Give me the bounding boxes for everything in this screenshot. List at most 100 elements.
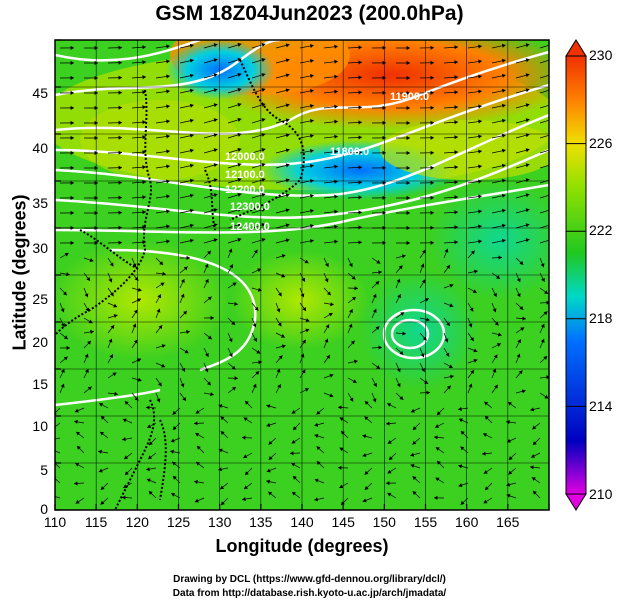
- wind-arrowhead: [189, 118, 194, 123]
- wind-arrowhead: [277, 384, 281, 389]
- wind-arrowhead: [470, 369, 474, 374]
- wind-arrowhead: [213, 148, 218, 153]
- wind-arrowhead: [362, 498, 367, 503]
- wind-arrowhead: [525, 88, 530, 93]
- wind-arrowhead: [207, 335, 212, 340]
- wind-arrowhead: [285, 148, 290, 153]
- wind-arrowhead: [519, 260, 524, 265]
- wind-arrowhead: [124, 401, 129, 405]
- wind-arrowhead: [253, 337, 257, 342]
- wind-arrowhead: [170, 438, 175, 443]
- wind-arrowhead: [525, 193, 530, 198]
- contour-label: 12200.0: [225, 184, 265, 196]
- wind-arrowhead: [329, 373, 334, 378]
- wind-arrowhead: [386, 481, 390, 486]
- wind-arrowhead: [444, 248, 449, 253]
- wind-arrowhead: [550, 43, 554, 47]
- wind-arrowhead: [207, 250, 211, 255]
- wind-arrowhead: [220, 431, 225, 435]
- wind-arrowhead: [309, 163, 314, 169]
- wind-arrowhead: [213, 193, 218, 198]
- wind-arrowhead: [242, 435, 246, 440]
- wind-arrowhead: [228, 338, 233, 343]
- wind-arrowhead: [474, 269, 478, 274]
- wind-arrowhead: [157, 382, 162, 387]
- wind-arrowhead: [166, 209, 170, 214]
- wind-arrowhead: [309, 223, 314, 229]
- wind-arrowhead: [232, 282, 237, 287]
- wind-arrowhead: [75, 463, 80, 467]
- wind-arrowhead: [458, 418, 463, 423]
- wind-arrowhead: [362, 453, 367, 458]
- wind-arrowhead: [118, 165, 122, 170]
- wind-arrowhead: [132, 263, 137, 268]
- wind-arrowhead: [232, 386, 236, 391]
- wind-arrowhead: [302, 339, 306, 344]
- wind-arrowhead: [237, 42, 242, 47]
- wind-arrowhead: [245, 400, 249, 405]
- wind-arrowhead: [84, 353, 89, 358]
- wind-arrowhead: [118, 210, 122, 215]
- wind-arrowhead: [255, 371, 260, 375]
- wind-arrowhead: [544, 290, 549, 294]
- wind-arrowhead: [446, 385, 451, 390]
- wind-arrowhead: [70, 90, 74, 95]
- wind-arrowhead: [540, 338, 545, 343]
- wind-arrowhead: [358, 195, 362, 200]
- wind-arrowhead: [118, 120, 122, 125]
- wind-arrowhead: [506, 482, 511, 487]
- wind-arrowhead: [304, 388, 309, 392]
- wind-arrowhead: [430, 90, 434, 95]
- x-tick-label: 120: [125, 514, 149, 530]
- wind-arrowhead: [386, 421, 390, 426]
- wind-arrowhead: [213, 118, 218, 123]
- wind-arrowhead: [252, 383, 257, 388]
- wind-arrowhead: [454, 135, 458, 140]
- wind-arrowhead: [406, 45, 410, 51]
- wind-arrowhead: [316, 410, 321, 415]
- wind-vector: [539, 89, 549, 94]
- wind-arrowhead: [406, 240, 410, 246]
- wind-arrowhead: [454, 120, 458, 125]
- wind-arrowhead: [237, 207, 242, 212]
- wind-arrowhead: [410, 452, 415, 457]
- wind-arrowhead: [195, 433, 200, 437]
- wind-arrowhead: [334, 119, 338, 124]
- wind-arrowhead: [261, 222, 266, 227]
- wind-arrowhead: [326, 291, 331, 296]
- wind-arrowhead: [166, 74, 170, 79]
- wind-arrowhead: [268, 491, 273, 496]
- wind-arrowhead: [309, 43, 314, 49]
- wind-arrowhead: [376, 365, 381, 369]
- wind-arrowhead: [61, 322, 65, 327]
- wind-arrowhead: [90, 329, 94, 335]
- wind-arrowhead: [291, 439, 296, 444]
- wind-arrowhead: [309, 58, 314, 64]
- wind-arrowhead: [352, 379, 357, 383]
- wind-arrowhead: [460, 500, 465, 505]
- wind-arrowhead: [278, 355, 283, 360]
- wind-arrowhead: [550, 178, 554, 182]
- wind-arrowhead: [293, 426, 297, 431]
- wind-arrowhead: [501, 58, 506, 63]
- wind-arrowhead: [454, 150, 458, 155]
- wind-arrowhead: [189, 73, 194, 78]
- wind-arrowhead: [325, 324, 330, 329]
- wind-arrowhead: [525, 43, 530, 48]
- wind-arrowhead: [532, 441, 537, 446]
- wind-arrowhead: [309, 193, 314, 199]
- wind-arrowhead: [87, 340, 91, 345]
- wind-arrowhead: [426, 390, 430, 395]
- wind-arrowhead: [292, 491, 296, 496]
- wind-arrowhead: [122, 437, 126, 442]
- wind-arrowhead: [326, 354, 330, 359]
- wind-arrowhead: [70, 120, 74, 125]
- wind-arrowhead: [358, 165, 362, 170]
- wind-arrowhead: [420, 353, 425, 358]
- wind-arrowhead: [406, 195, 410, 201]
- wind-arrowhead: [446, 322, 450, 327]
- colorbar-tick: 222: [589, 222, 613, 238]
- wind-arrowhead: [309, 88, 314, 94]
- wind-arrowhead: [531, 454, 536, 458]
- wind-arrowhead: [181, 367, 186, 372]
